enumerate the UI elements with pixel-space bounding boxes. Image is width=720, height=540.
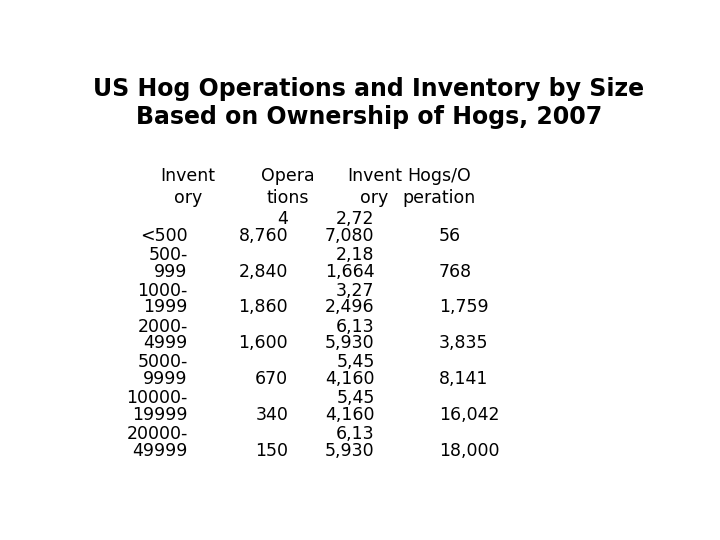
Text: 16,042: 16,042 — [438, 406, 499, 424]
Text: 5,930: 5,930 — [325, 442, 374, 460]
Text: 2,496: 2,496 — [325, 299, 374, 316]
Text: 49999: 49999 — [132, 442, 188, 460]
Text: US Hog Operations and Inventory by Size
Based on Ownership of Hogs, 2007: US Hog Operations and Inventory by Size … — [94, 77, 644, 129]
Text: 8,760: 8,760 — [238, 227, 288, 245]
Text: 9999: 9999 — [143, 370, 188, 388]
Text: 6,13: 6,13 — [336, 318, 374, 335]
Text: 1000-: 1000- — [138, 282, 188, 300]
Text: 4999: 4999 — [143, 334, 188, 352]
Text: Invent
ory: Invent ory — [160, 167, 215, 207]
Text: 5000-: 5000- — [138, 353, 188, 372]
Text: 2,72: 2,72 — [336, 210, 374, 228]
Text: 4: 4 — [277, 210, 288, 228]
Text: 5,45: 5,45 — [336, 353, 374, 372]
Text: 1,600: 1,600 — [238, 334, 288, 352]
Text: 5,930: 5,930 — [325, 334, 374, 352]
Text: 7,080: 7,080 — [325, 227, 374, 245]
Text: 999: 999 — [154, 263, 188, 281]
Text: 6,13: 6,13 — [336, 425, 374, 443]
Text: 2,840: 2,840 — [239, 263, 288, 281]
Text: 4,160: 4,160 — [325, 370, 374, 388]
Text: 20000-: 20000- — [126, 425, 188, 443]
Text: 5,45: 5,45 — [336, 389, 374, 407]
Text: 3,835: 3,835 — [438, 334, 488, 352]
Text: 4,160: 4,160 — [325, 406, 374, 424]
Text: Hogs/O
peration: Hogs/O peration — [402, 167, 475, 207]
Text: Invent
ory: Invent ory — [347, 167, 402, 207]
Text: 1,860: 1,860 — [238, 299, 288, 316]
Text: 56: 56 — [438, 227, 461, 245]
Text: 8,141: 8,141 — [438, 370, 488, 388]
Text: 340: 340 — [255, 406, 288, 424]
Text: 768: 768 — [438, 263, 472, 281]
Text: 1,759: 1,759 — [438, 299, 488, 316]
Text: 10000-: 10000- — [126, 389, 188, 407]
Text: 670: 670 — [255, 370, 288, 388]
Text: <500: <500 — [140, 227, 188, 245]
Text: 2000-: 2000- — [138, 318, 188, 335]
Text: 1999: 1999 — [143, 299, 188, 316]
Text: 19999: 19999 — [132, 406, 188, 424]
Text: 2,18: 2,18 — [336, 246, 374, 264]
Text: Opera
tions: Opera tions — [261, 167, 315, 207]
Text: 3,27: 3,27 — [336, 282, 374, 300]
Text: 150: 150 — [255, 442, 288, 460]
Text: 1,664: 1,664 — [325, 263, 374, 281]
Text: 18,000: 18,000 — [438, 442, 499, 460]
Text: 500-: 500- — [148, 246, 188, 264]
